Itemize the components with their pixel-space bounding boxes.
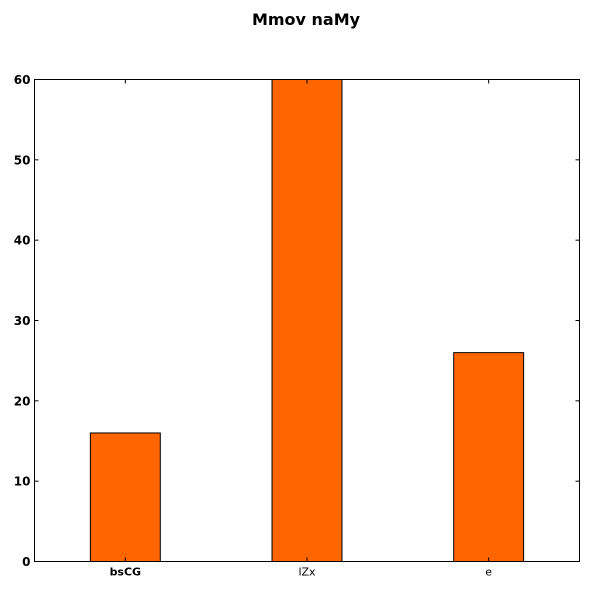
bar-bsCG [90,433,160,562]
y-tick-label: 50 [14,153,31,167]
x-tick-label: e [485,566,492,579]
x-tick-label: bsCG [110,566,142,579]
y-tick-label: 60 [14,73,31,87]
x-tick-label: lZx [298,566,316,579]
chart-title: Mmov naMy [252,10,361,29]
y-tick-label: 30 [14,314,31,328]
bar-e [454,353,524,562]
y-tick-label: 40 [14,234,31,248]
y-tick-label: 20 [14,394,31,408]
y-tick-label: 0 [22,555,30,569]
bar-lZx [272,80,342,562]
bars-layer [90,80,523,562]
y-tick-label: 10 [14,475,31,489]
